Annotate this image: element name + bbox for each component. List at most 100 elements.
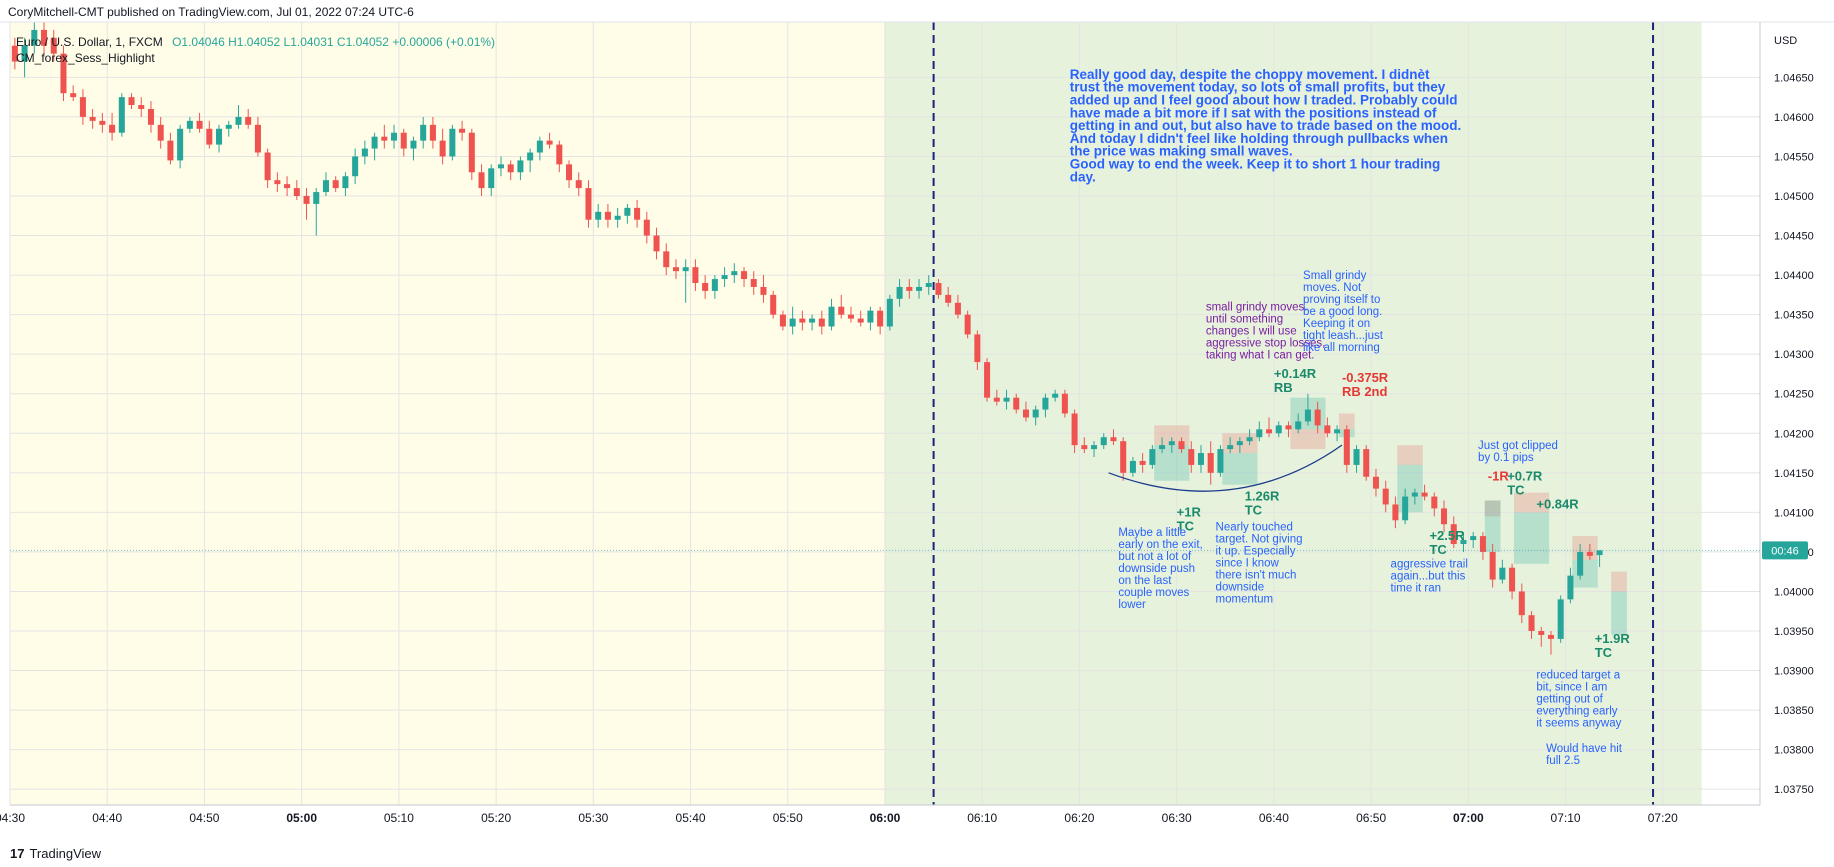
candle-body[interactable] <box>196 120 203 129</box>
candle-body[interactable] <box>1003 397 1010 402</box>
candle-body[interactable] <box>1022 409 1029 418</box>
candle-body[interactable] <box>1567 575 1574 600</box>
candle-body[interactable] <box>838 306 845 315</box>
candle-body[interactable] <box>459 128 466 133</box>
candle-body[interactable] <box>245 116 252 125</box>
candle-body[interactable] <box>118 97 125 133</box>
candle-body[interactable] <box>41 29 48 46</box>
candle-body[interactable] <box>79 97 86 117</box>
candle-body[interactable] <box>682 267 689 272</box>
candle-body[interactable] <box>1324 425 1331 434</box>
indicator-label[interactable]: CM_forex_Sess_Highlight <box>16 51 155 65</box>
candle-body[interactable] <box>70 93 77 98</box>
candle-body[interactable] <box>964 314 971 335</box>
candle-body[interactable] <box>1450 524 1457 544</box>
candle-body[interactable] <box>779 314 786 327</box>
candle-body[interactable] <box>21 45 28 62</box>
candle-body[interactable] <box>653 235 660 252</box>
price-axis-panel[interactable] <box>1760 0 1834 805</box>
candle-body[interactable] <box>1421 492 1428 497</box>
candle-body[interactable] <box>1081 445 1088 450</box>
candle-body[interactable] <box>624 207 631 216</box>
candle-body[interactable] <box>731 271 738 276</box>
candle-body[interactable] <box>1441 508 1448 525</box>
candle-body[interactable] <box>809 318 816 323</box>
candle-body[interactable] <box>313 192 320 204</box>
candle-body[interactable] <box>478 172 485 189</box>
candle-body[interactable] <box>585 188 592 220</box>
candle-body[interactable] <box>1489 551 1496 580</box>
candle-body[interactable] <box>886 298 893 327</box>
candle-body[interactable] <box>1139 460 1146 465</box>
candle-body[interactable] <box>1392 504 1399 521</box>
candle-body[interactable] <box>1304 409 1311 422</box>
candle-body[interactable] <box>1334 429 1341 434</box>
candle-body[interactable] <box>50 37 57 54</box>
candle-body[interactable] <box>1159 445 1166 450</box>
candle-body[interactable] <box>760 286 767 295</box>
candle-body[interactable] <box>517 160 524 173</box>
candle-body[interactable] <box>60 53 67 94</box>
candle-body[interactable] <box>536 140 543 153</box>
candle-body[interactable] <box>1528 615 1535 631</box>
candle-body[interactable] <box>847 314 854 319</box>
candle-body[interactable] <box>527 152 534 161</box>
candle-body[interactable] <box>1091 445 1098 450</box>
candle-body[interactable] <box>867 310 874 323</box>
candle-body[interactable] <box>1042 397 1049 410</box>
candle-body[interactable] <box>449 128 456 157</box>
candle-body[interactable] <box>1411 492 1418 497</box>
candle-body[interactable] <box>770 294 777 315</box>
candle-body[interactable] <box>663 251 670 268</box>
candle-body[interactable] <box>274 180 281 185</box>
candle-body[interactable] <box>974 334 981 363</box>
candle-body[interactable] <box>507 164 514 173</box>
candle-body[interactable] <box>1372 476 1379 489</box>
candle-body[interactable] <box>692 267 699 283</box>
candle-body[interactable] <box>1217 449 1224 473</box>
candle-body[interactable] <box>1479 536 1486 552</box>
candle-body[interactable] <box>1236 441 1243 446</box>
candle-body[interactable] <box>381 136 388 141</box>
candle-body[interactable] <box>721 275 728 280</box>
candle-body[interactable] <box>566 164 573 181</box>
candle-body[interactable] <box>711 279 718 291</box>
candle-body[interactable] <box>284 184 291 189</box>
candle-body[interactable] <box>332 180 339 189</box>
candle-body[interactable] <box>604 211 611 220</box>
candle-body[interactable] <box>293 188 300 196</box>
candle-body[interactable] <box>916 286 923 291</box>
candle-body[interactable] <box>1266 429 1273 434</box>
candle-body[interactable] <box>391 132 398 141</box>
candle-body[interactable] <box>497 164 504 169</box>
footer-brand[interactable]: 17 TradingView <box>10 846 101 861</box>
candle-body[interactable] <box>1052 393 1059 398</box>
candle-body[interactable] <box>672 267 679 272</box>
candle-body[interactable] <box>439 140 446 157</box>
candle-body[interactable] <box>216 128 223 145</box>
candle-body[interactable] <box>147 109 154 125</box>
candle-body[interactable] <box>420 124 427 141</box>
candle-body[interactable] <box>186 120 193 129</box>
symbol-name[interactable]: Euro / U.S. Dollar, 1, FXCM <box>16 35 163 49</box>
candle-body[interactable] <box>1431 496 1438 509</box>
candle-body[interactable] <box>1470 536 1477 541</box>
candle-body[interactable] <box>167 140 174 161</box>
candle-body[interactable] <box>1197 453 1204 465</box>
candle-body[interactable] <box>1032 409 1039 418</box>
candle-body[interactable] <box>1577 551 1584 576</box>
candle-body[interactable] <box>1285 425 1292 430</box>
candle-body[interactable] <box>896 286 903 299</box>
candle-body[interactable] <box>488 168 495 189</box>
candle-body[interactable] <box>1499 567 1506 580</box>
candle-body[interactable] <box>303 196 310 204</box>
candle-body[interactable] <box>935 283 942 295</box>
candle-body[interactable] <box>1460 540 1467 544</box>
candle-body[interactable] <box>828 306 835 327</box>
candle-body[interactable] <box>789 318 796 327</box>
candle-body[interactable] <box>1382 488 1389 505</box>
candle-body[interactable] <box>254 124 261 153</box>
candle-body[interactable] <box>614 215 621 220</box>
candle-body[interactable] <box>468 132 475 173</box>
